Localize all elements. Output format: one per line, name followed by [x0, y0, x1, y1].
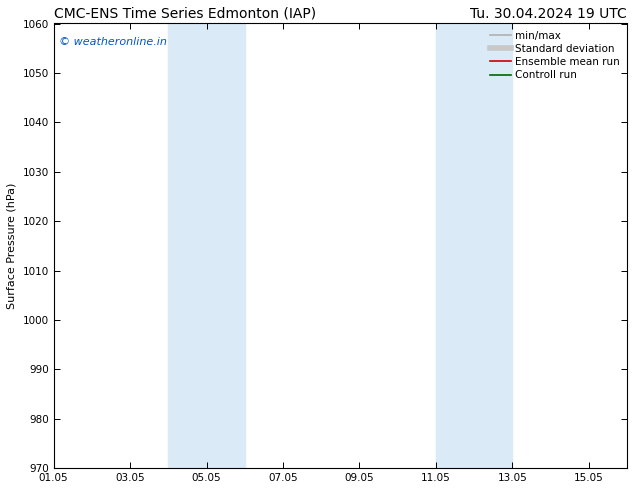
Bar	[168, 24, 245, 468]
Legend: min/max, Standard deviation, Ensemble mean run, Controll run: min/max, Standard deviation, Ensemble me…	[486, 26, 624, 84]
Y-axis label: Surface Pressure (hPa): Surface Pressure (hPa)	[7, 183, 17, 309]
Text: © weatheronline.in: © weatheronline.in	[60, 37, 167, 47]
Text: CMC-ENS Time Series Edmonton (IAP): CMC-ENS Time Series Edmonton (IAP)	[54, 7, 316, 21]
Text: Tu. 30.04.2024 19 UTC: Tu. 30.04.2024 19 UTC	[470, 7, 627, 21]
Bar	[436, 24, 512, 468]
